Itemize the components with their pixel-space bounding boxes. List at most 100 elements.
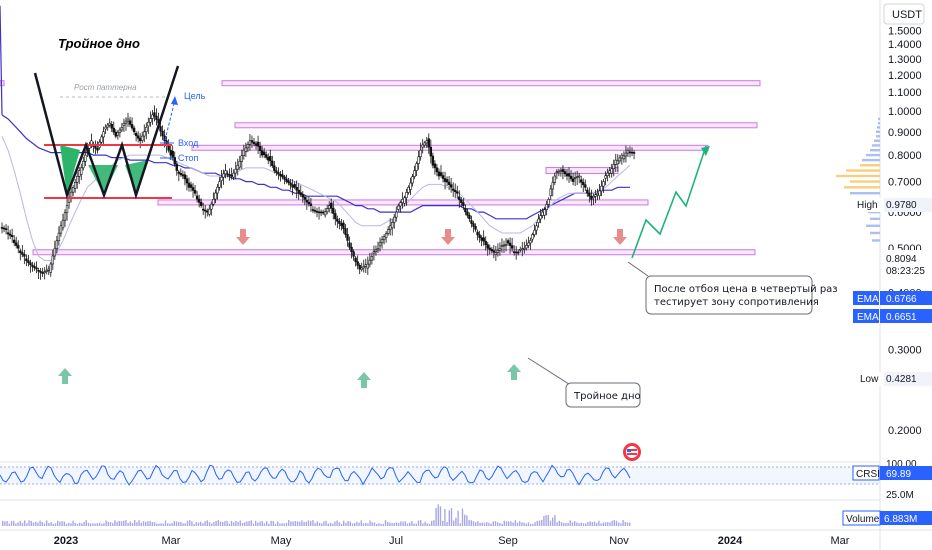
volume-bar <box>151 522 153 526</box>
volume-bar <box>274 523 277 526</box>
volume-bar <box>444 509 446 526</box>
candle-body <box>202 208 205 211</box>
price-tick: 1.5000 <box>888 26 922 38</box>
volume-bar <box>530 523 532 526</box>
candle-body <box>0 227 4 229</box>
inset-green-1 <box>60 145 80 195</box>
currency-button[interactable] <box>883 3 925 25</box>
volume-bar <box>107 521 109 526</box>
candle-body <box>256 141 260 147</box>
candle-body <box>273 165 276 171</box>
candle-body <box>614 159 617 165</box>
volume-bar <box>424 521 426 526</box>
resistance-arrow <box>441 229 455 245</box>
us-flag-icon[interactable] <box>623 443 641 461</box>
candle-body <box>301 194 304 198</box>
volume-bar <box>464 514 466 526</box>
volume-bar <box>173 520 175 526</box>
candle-body <box>508 242 512 246</box>
candle-body <box>29 262 32 266</box>
candle-body <box>246 143 250 149</box>
candle-body <box>307 201 311 205</box>
volume-bar <box>347 520 349 526</box>
volume-bar <box>171 523 173 526</box>
volume-profile-bar <box>866 224 880 227</box>
candle-body <box>364 264 367 267</box>
time-axis[interactable]: 2023 Mar May Jul Sep Nov 2024 Mar <box>54 535 850 547</box>
candle-body <box>122 122 126 126</box>
candle-body <box>114 131 118 137</box>
candle-body <box>543 209 546 216</box>
crsi-pane[interactable] <box>0 464 880 486</box>
candle-body <box>401 199 404 203</box>
annotation-resistance[interactable]: После отбоя цена в четвертый раз тестиру… <box>627 261 838 315</box>
volume-bar <box>204 521 206 526</box>
candle-body <box>226 173 229 176</box>
candle-body <box>476 231 479 236</box>
volume-bar <box>327 523 329 526</box>
candle-body <box>427 138 430 148</box>
volume-bar <box>266 521 268 526</box>
volume-axis-label: 25.0M <box>886 490 914 501</box>
time-tick: Mar <box>162 535 181 547</box>
candle-body <box>96 148 99 151</box>
volume-bar <box>365 522 367 526</box>
callout-pointer <box>627 261 649 277</box>
annotation-triple-bottom[interactable]: Тройное дно <box>527 357 641 408</box>
candle-body <box>417 156 420 164</box>
candle-body <box>136 135 140 139</box>
candle-body <box>319 211 323 214</box>
arrows-group <box>58 229 627 388</box>
volume-bar <box>404 521 406 526</box>
volume-bar <box>380 523 382 526</box>
candle-body <box>218 181 221 188</box>
candle-body <box>100 136 103 143</box>
volume-bar <box>288 520 290 526</box>
volume-bar <box>516 522 519 526</box>
volume-bar <box>158 523 160 526</box>
volume-profile-bar <box>877 126 880 129</box>
candle-body <box>285 178 288 182</box>
candle-body <box>620 154 624 159</box>
candle-body <box>104 126 107 130</box>
currency-label[interactable]: USDT <box>892 9 922 21</box>
candle-body <box>250 140 254 143</box>
volume-bar <box>85 520 87 526</box>
volume-bar <box>90 523 92 526</box>
ema1-value-bg <box>880 291 932 305</box>
volume-bar <box>68 522 70 526</box>
volume-bar <box>79 522 81 526</box>
time-tick: 2023 <box>54 535 78 547</box>
candle-body <box>484 240 487 245</box>
high-value-bg <box>884 198 932 212</box>
volume-bar <box>391 523 393 526</box>
candle-body <box>334 213 337 220</box>
volume-bar <box>552 517 554 526</box>
volume-bar <box>534 522 536 526</box>
candle-body <box>43 271 46 274</box>
volume-bar <box>461 508 464 526</box>
volume-bar <box>428 523 431 526</box>
crsi-name: CRSI <box>856 469 880 480</box>
candle-body <box>545 204 548 211</box>
volume-bar <box>334 521 336 526</box>
volume-bar <box>74 522 76 526</box>
candle-body <box>577 175 581 178</box>
candle-body <box>500 245 504 247</box>
volume-bar <box>446 522 448 526</box>
candle-body <box>35 267 38 270</box>
volume-profile-bar <box>870 149 880 152</box>
candle-body <box>529 240 532 244</box>
volume-profile-bar <box>876 135 880 138</box>
volume-bar <box>24 520 26 526</box>
candle-body <box>586 189 589 194</box>
crsi-name-bg <box>852 465 880 481</box>
volume-bar <box>10 520 13 526</box>
volume-bar <box>259 521 261 526</box>
volume-profile-bar <box>878 121 880 125</box>
volume-bar <box>65 523 68 526</box>
candle-body <box>80 167 83 175</box>
candle-body <box>45 270 48 272</box>
volume-bar <box>134 520 136 526</box>
